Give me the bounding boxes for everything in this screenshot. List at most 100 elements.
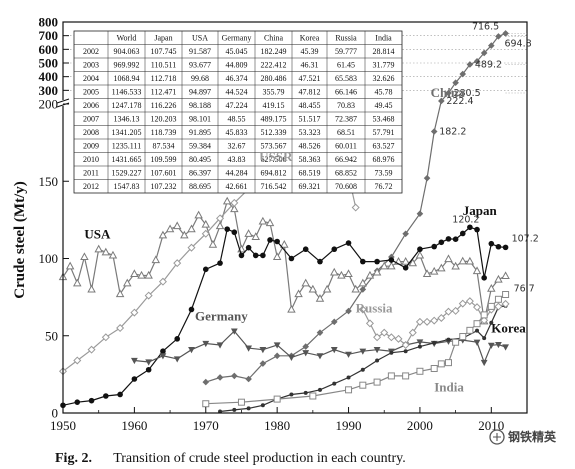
table-cell: 60.011: [335, 142, 357, 151]
table-cell: 98.188: [189, 101, 211, 110]
axes: 1950 1960 1970 1980 1990 2000 2010 0 50 100 150 200…: [39, 15, 528, 433]
table-header-cell: Germany: [222, 34, 252, 43]
table-cell: 355.79: [263, 88, 285, 97]
table-cell: 112.471: [151, 88, 177, 97]
point-india-2000: [416, 367, 424, 375]
table-cell: 43.83: [228, 155, 246, 164]
point-germany-1962: [145, 359, 153, 366]
point-usa-1966: [172, 221, 182, 230]
table-cell: 280.486: [261, 74, 287, 83]
table-cell: 904.063: [114, 47, 140, 56]
point-usa-1978: [258, 216, 268, 225]
point-japan-1980: [274, 238, 280, 245]
point-japan-2010: [488, 240, 495, 247]
table-cell: 32.67: [228, 142, 246, 151]
point-germany-1960: [130, 357, 138, 365]
point-usa-1958: [115, 289, 125, 298]
table-cell: 182.249: [261, 47, 287, 56]
point-china-1986: [316, 329, 324, 336]
point-germany-1986: [316, 353, 324, 360]
table-cell: 51.517: [299, 115, 321, 124]
country-label-india: India: [434, 379, 464, 394]
point-india-2006: [459, 333, 467, 341]
table-cell: 2007: [83, 115, 99, 124]
point-usa-2010: [487, 283, 496, 292]
point-russia-2002: [430, 316, 439, 325]
series-usa: [58, 196, 510, 325]
table-header-cell: Japan: [154, 34, 172, 43]
point-ussr-1974: [230, 198, 239, 207]
point-russia-1997: [394, 334, 403, 343]
point-korea-1992: [360, 367, 365, 372]
point-ussr-1966: [173, 259, 182, 268]
point-russia-2001: [423, 317, 432, 326]
point-germany-1992: [359, 348, 367, 355]
axis-break-mark: [56, 98, 70, 104]
x-tick-1990: 1990: [336, 418, 362, 433]
point-india-2002: [430, 365, 438, 373]
point-korea-2004: [446, 337, 451, 342]
table-cell: 2011: [83, 169, 99, 178]
table-cell: 2009: [83, 142, 99, 151]
point-china-1976: [245, 375, 252, 383]
table-cell: 68.852: [335, 169, 357, 178]
y-tick-200: 200: [39, 97, 59, 112]
point-china-2001: [423, 174, 431, 182]
y-tick-150: 150: [39, 174, 59, 189]
point-usa-1971: [208, 239, 218, 248]
point-china-2011: [495, 33, 502, 40]
point-usa-1952: [73, 278, 82, 287]
point-china-2000: [416, 210, 424, 217]
table-cell: 48.526: [299, 142, 321, 151]
series-india: [202, 290, 510, 408]
point-india-1980: [273, 395, 281, 403]
table-cell: 716.542: [261, 182, 287, 191]
table-cell: 1068.94: [114, 74, 140, 83]
callout-76-7: 76.7: [514, 283, 535, 294]
table-cell: 68.519: [299, 169, 321, 178]
point-usa-1986: [315, 294, 325, 302]
table-cell: 47.812: [299, 88, 321, 97]
point-korea-1988: [332, 381, 337, 386]
point-russia-2009: [480, 316, 489, 325]
point-germany-2011: [495, 341, 502, 349]
table-cell: 1235.111: [112, 142, 141, 151]
point-russia-2004: [444, 307, 453, 316]
point-korea-1984: [303, 390, 308, 395]
table-cell: 28.814: [373, 47, 395, 56]
point-korea-1978: [260, 403, 265, 408]
table-cell: 42.661: [226, 182, 248, 191]
point-usa-1970: [201, 219, 211, 228]
table-cell: 118.739: [151, 128, 177, 137]
point-usa-1988: [330, 267, 339, 276]
point-usa-2000: [415, 250, 425, 259]
table-cell: 2003: [83, 61, 99, 70]
y-tick-500: 500: [39, 56, 59, 71]
y-tick-800: 800: [39, 15, 59, 30]
table-cell: 107.232: [151, 182, 177, 191]
table-header-cell: Russia: [335, 34, 357, 43]
point-germany-1978: [259, 347, 267, 354]
point-germany-2000: [416, 339, 424, 346]
point-japan-1976: [245, 244, 252, 251]
point-china-1980: [273, 352, 281, 360]
point-usa-1984: [301, 278, 310, 287]
table-cell: 1346.13: [114, 115, 140, 124]
point-ussr-1954: [87, 345, 96, 354]
point-usa-1973: [222, 196, 232, 205]
point-india-2011: [494, 295, 502, 303]
table-header-cell: India: [375, 34, 392, 43]
point-japan-2012: [502, 244, 509, 251]
point-usa-1990: [344, 269, 353, 278]
point-china-1990: [345, 307, 352, 315]
point-russia-2008: [473, 303, 482, 312]
point-india-2007: [466, 326, 474, 334]
x-tick-2010: 2010: [478, 418, 504, 433]
watermark-icon: [489, 429, 505, 445]
y-tick-0: 0: [52, 406, 59, 421]
point-russia-1998: [401, 341, 410, 350]
table-cell: 107.745: [151, 47, 177, 56]
table-header-cell: USA: [192, 34, 208, 43]
point-japan-1994: [374, 258, 380, 265]
